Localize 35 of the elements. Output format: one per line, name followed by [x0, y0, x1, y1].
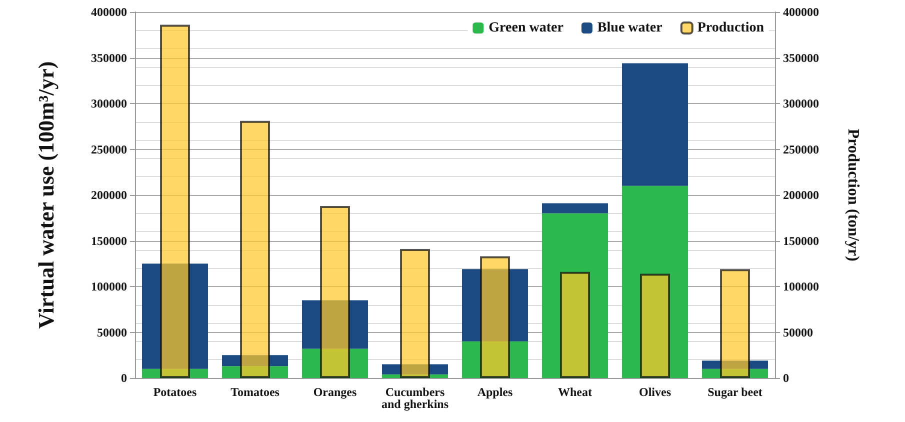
y2-tick-label: 400000 — [783, 5, 819, 19]
y-tick-label: 0 — [121, 371, 127, 385]
y2-tick-label: 300000 — [783, 96, 819, 110]
x-tick-label: Olives — [639, 385, 672, 399]
y2-tick-label: 350000 — [783, 50, 819, 65]
x-tick-label: Cucumbers and gherkins — [381, 385, 449, 411]
y-axis-title: Virtual water use (100m³/yr) — [34, 61, 58, 329]
x-tick-label: Sugar beet — [708, 385, 762, 399]
x-tick-label: Apples — [477, 385, 513, 399]
y-tick-label: 350000 — [91, 50, 127, 65]
x-tick-label: Tomatoes — [230, 385, 280, 399]
bar — [640, 274, 670, 378]
y-tick-label: 200000 — [91, 188, 127, 202]
y-tick-label: 150000 — [91, 234, 127, 248]
y-tick-label: 250000 — [91, 142, 127, 156]
y2-tick-label: 100000 — [783, 280, 819, 294]
y2-tick-label: 200000 — [783, 188, 819, 202]
y-tick-label: 50000 — [97, 325, 127, 340]
y-tick-label: 300000 — [91, 96, 127, 110]
y2-tick-label: 0 — [783, 371, 789, 385]
y2-tick-label: 150000 — [783, 234, 819, 248]
bar — [560, 272, 590, 378]
legend-label: Production — [697, 20, 764, 36]
x-tick-label: Wheat — [558, 385, 592, 399]
y2-axis-title: Production (ton/yr) — [844, 128, 862, 262]
legend-label: Green water — [488, 20, 564, 36]
y-tick-label: 400000 — [91, 5, 127, 19]
x-tick-label: Potatoes — [153, 385, 197, 399]
legend-label: Blue water — [597, 20, 662, 36]
bar — [542, 203, 608, 214]
y2-tick-label: 50000 — [783, 325, 813, 340]
y2-tick-label: 250000 — [783, 142, 819, 156]
bar — [622, 63, 688, 186]
y-tick-label: 100000 — [91, 280, 127, 294]
x-tick-label: Oranges — [313, 385, 357, 399]
